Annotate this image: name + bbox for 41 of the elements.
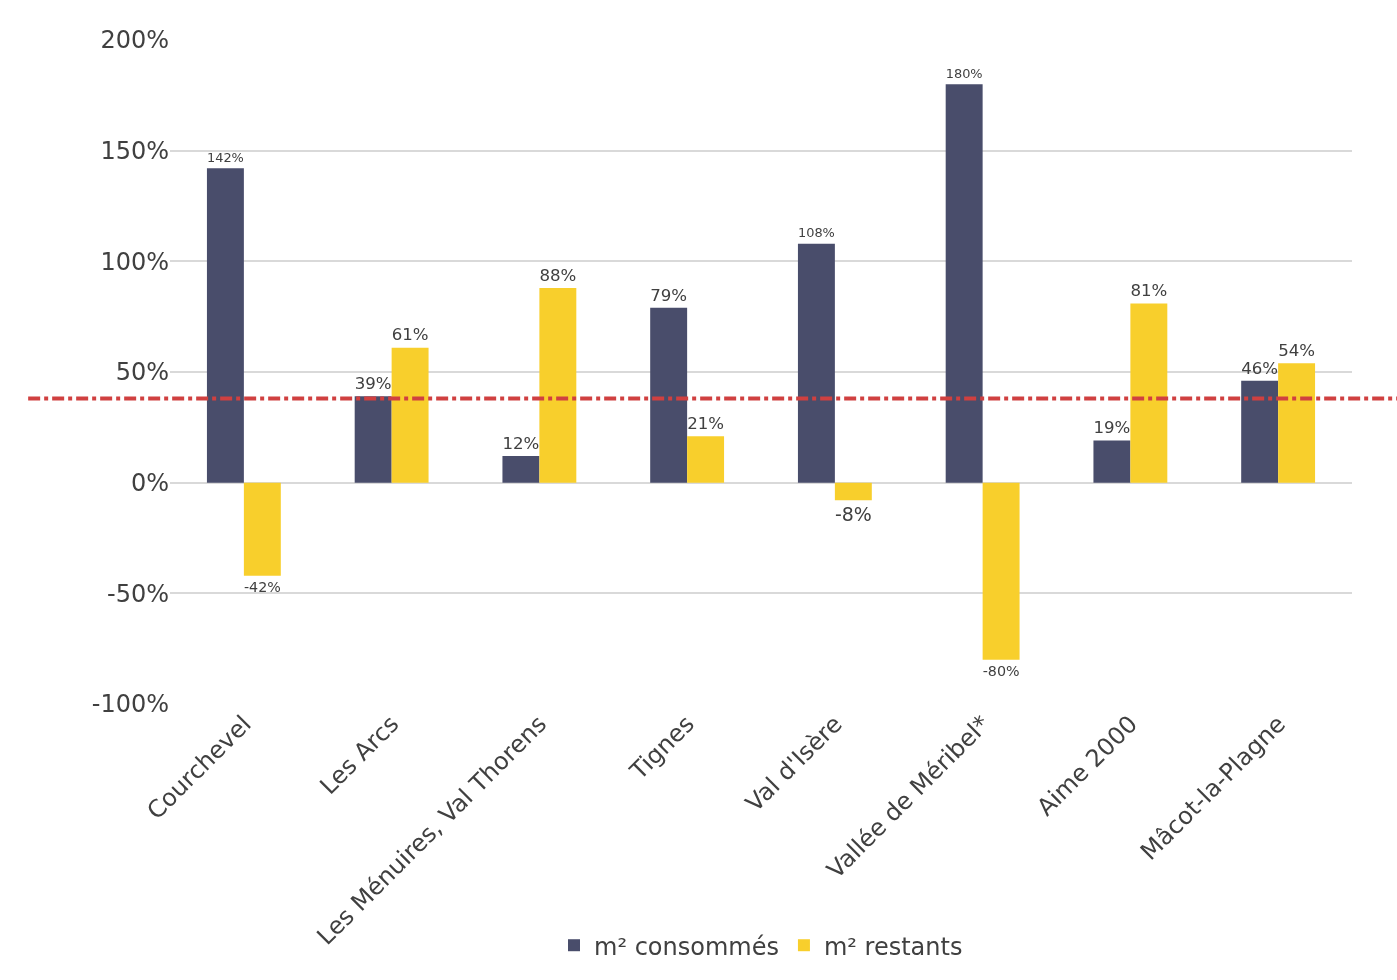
bar — [391, 347, 429, 483]
bar — [797, 243, 835, 483]
data-label: 142% — [206, 150, 244, 166]
y-tick-label: 50% — [115, 358, 169, 387]
bar — [945, 84, 983, 483]
bar — [206, 168, 244, 483]
bar — [1130, 303, 1168, 483]
data-label: 81% — [1130, 281, 1168, 301]
y-tick-label: -100% — [91, 690, 169, 719]
y-tick-label: 0% — [130, 469, 169, 498]
data-label: 54% — [1278, 341, 1316, 360]
data-label: 79% — [650, 285, 688, 305]
y-tick-label: -50% — [106, 579, 169, 608]
data-label: 61% — [391, 325, 429, 345]
bar — [687, 436, 725, 483]
data-label: -8% — [834, 502, 872, 525]
bar — [982, 482, 1020, 660]
y-tick-label: 100% — [100, 247, 169, 276]
legend-label: m² consommés — [594, 932, 779, 961]
data-label: 21% — [687, 414, 725, 434]
data-label: 180% — [945, 66, 983, 82]
y-tick-label: 200% — [100, 26, 169, 55]
data-label: 108% — [797, 225, 835, 241]
bar — [650, 307, 688, 483]
bar — [502, 456, 540, 483]
bar — [1241, 380, 1279, 483]
data-label: 19% — [1093, 418, 1131, 438]
bar — [243, 482, 281, 576]
data-label: 46% — [1241, 358, 1279, 378]
legend-label: m² restants — [823, 932, 963, 961]
bar — [1093, 440, 1131, 483]
data-label: 12% — [502, 433, 540, 453]
y-tick-label: 150% — [100, 137, 169, 166]
data-label: 88% — [539, 265, 577, 285]
bar — [354, 396, 392, 483]
data-label: 39% — [354, 374, 392, 394]
bar — [539, 287, 577, 483]
bar — [834, 482, 872, 501]
data-label: -42% — [243, 578, 281, 595]
bar — [1278, 363, 1316, 483]
data-label: -80% — [982, 662, 1020, 679]
